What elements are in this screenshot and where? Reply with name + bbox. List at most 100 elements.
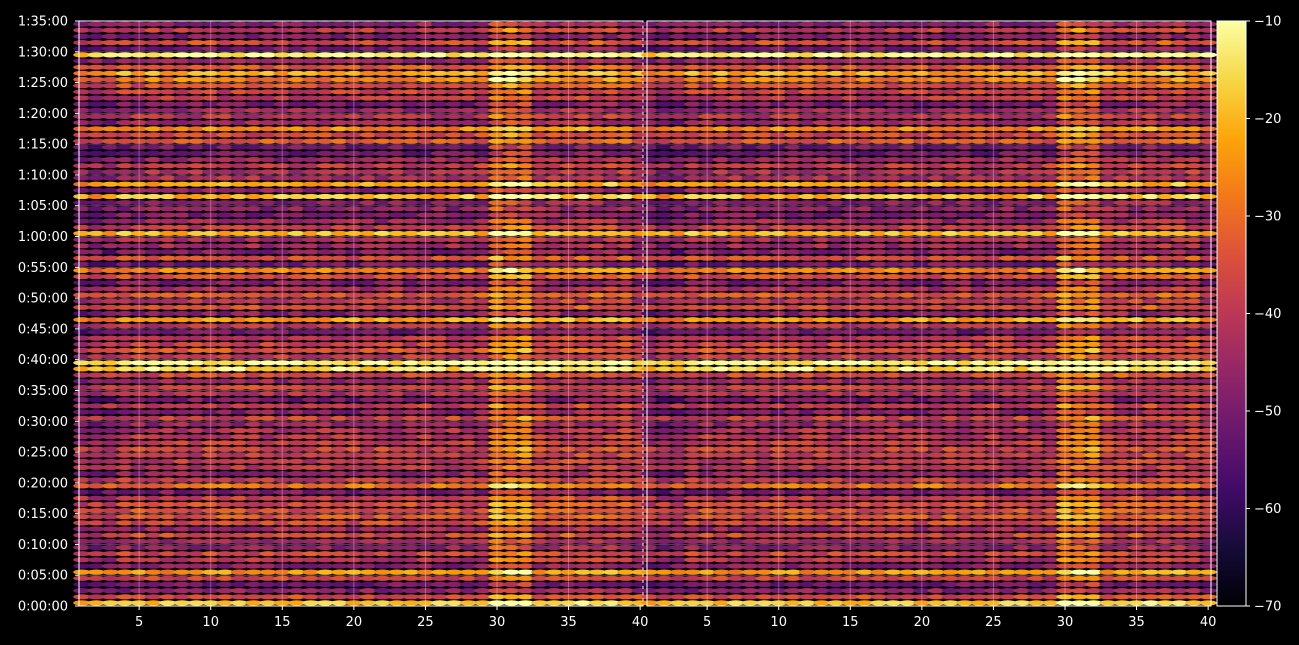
heatmap-cell bbox=[230, 378, 248, 384]
heatmap-cell bbox=[388, 551, 406, 557]
heatmap-cell bbox=[402, 501, 420, 507]
heatmap-cell bbox=[216, 224, 234, 230]
heatmap-cell bbox=[216, 452, 234, 458]
heatmap-cell bbox=[574, 471, 592, 477]
heatmap-cell bbox=[617, 224, 635, 230]
heatmap-cell bbox=[488, 354, 506, 360]
heatmap-cell bbox=[345, 495, 363, 501]
heatmap-cell bbox=[216, 323, 234, 329]
heatmap-cell bbox=[244, 274, 263, 280]
heatmap-cell bbox=[459, 526, 478, 532]
heatmap-cell bbox=[202, 347, 220, 353]
heatmap-cell bbox=[359, 224, 377, 230]
heatmap-cell bbox=[459, 532, 478, 538]
heatmap-cell bbox=[87, 514, 105, 520]
heatmap-cell bbox=[230, 391, 248, 397]
heatmap-cell bbox=[244, 415, 263, 421]
heatmap-cell bbox=[259, 600, 277, 606]
heatmap-cell bbox=[230, 452, 248, 458]
heatmap-cell bbox=[373, 366, 392, 372]
heatmap-cell bbox=[545, 224, 563, 230]
heatmap-cell bbox=[316, 458, 334, 464]
heatmap-cell bbox=[559, 551, 578, 557]
heatmap-cell bbox=[116, 427, 134, 434]
heatmap-cell bbox=[402, 446, 420, 452]
heatmap-cell bbox=[302, 446, 320, 452]
heatmap-cell bbox=[502, 347, 520, 353]
heatmap-cell bbox=[531, 477, 549, 483]
heatmap-cell bbox=[602, 310, 621, 317]
heatmap-cell bbox=[431, 575, 449, 581]
heatmap-cell bbox=[345, 452, 363, 458]
heatmap-cell bbox=[502, 538, 520, 544]
heatmap-cell bbox=[159, 243, 177, 249]
heatmap-cell bbox=[330, 224, 349, 230]
heatmap-cell bbox=[488, 588, 506, 594]
heatmap-cell bbox=[559, 581, 578, 588]
heatmap-cell bbox=[545, 594, 563, 600]
heatmap-cell bbox=[216, 483, 234, 489]
heatmap-cell bbox=[202, 280, 220, 286]
heatmap-cell bbox=[531, 514, 549, 520]
heatmap-cell bbox=[345, 409, 363, 415]
heatmap-cell bbox=[173, 255, 191, 261]
heatmap-cell bbox=[488, 538, 506, 544]
heatmap-cell bbox=[259, 434, 277, 440]
heatmap-cell bbox=[273, 544, 291, 551]
heatmap-cell bbox=[574, 310, 592, 317]
heatmap-cell bbox=[187, 421, 206, 427]
heatmap-cell bbox=[316, 237, 334, 243]
heatmap-cell bbox=[130, 329, 148, 335]
heatmap-cell bbox=[459, 274, 478, 280]
heatmap-cell bbox=[359, 323, 377, 329]
heatmap-cell bbox=[388, 261, 406, 267]
heatmap-cell bbox=[359, 471, 377, 477]
heatmap-cell bbox=[202, 508, 220, 514]
heatmap-cell bbox=[602, 298, 621, 304]
heatmap-cell bbox=[116, 298, 134, 304]
heatmap-cell bbox=[345, 477, 363, 483]
heatmap-cell bbox=[130, 489, 148, 495]
heatmap-cell bbox=[244, 538, 263, 544]
heatmap-cell bbox=[545, 464, 563, 470]
heatmap-cell bbox=[574, 317, 592, 323]
heatmap-cell bbox=[302, 329, 320, 335]
heatmap-cell bbox=[1199, 514, 1217, 520]
heatmap-cell bbox=[531, 440, 549, 446]
heatmap-cell bbox=[87, 360, 105, 366]
heatmap-cell bbox=[574, 477, 592, 483]
heatmap-cell bbox=[431, 532, 449, 538]
heatmap-cell bbox=[230, 224, 248, 230]
heatmap-cell bbox=[130, 261, 148, 267]
heatmap-cell bbox=[330, 230, 349, 236]
heatmap-cell bbox=[216, 391, 234, 397]
heatmap-cell bbox=[459, 557, 478, 563]
heatmap-cell bbox=[216, 544, 234, 551]
heatmap-cell bbox=[373, 538, 392, 544]
heatmap-cell bbox=[445, 526, 463, 532]
heatmap-cell bbox=[588, 483, 606, 489]
heatmap-cell bbox=[445, 200, 463, 206]
heatmap-cell bbox=[617, 575, 635, 581]
heatmap-cell bbox=[330, 218, 349, 224]
heatmap-cell bbox=[502, 354, 520, 360]
heatmap-cell bbox=[588, 495, 606, 501]
heatmap-cell bbox=[273, 323, 291, 329]
heatmap-cell bbox=[173, 360, 191, 366]
heatmap-cell bbox=[187, 206, 206, 212]
heatmap-cell bbox=[259, 508, 277, 514]
heatmap-cell bbox=[445, 366, 463, 372]
heatmap-cell bbox=[545, 514, 563, 520]
heatmap-cell bbox=[388, 335, 406, 341]
heatmap-cell bbox=[101, 298, 120, 304]
heatmap-cell bbox=[345, 286, 363, 292]
heatmap-cell bbox=[474, 323, 492, 329]
heatmap-cell bbox=[316, 477, 334, 483]
heatmap-cell bbox=[302, 544, 320, 551]
heatmap-cell bbox=[359, 280, 377, 286]
heatmap-cell bbox=[316, 434, 334, 440]
heatmap-cell bbox=[302, 471, 320, 477]
heatmap-cell bbox=[588, 551, 606, 557]
heatmap-cell bbox=[502, 551, 520, 557]
heatmap-cell bbox=[116, 267, 134, 273]
